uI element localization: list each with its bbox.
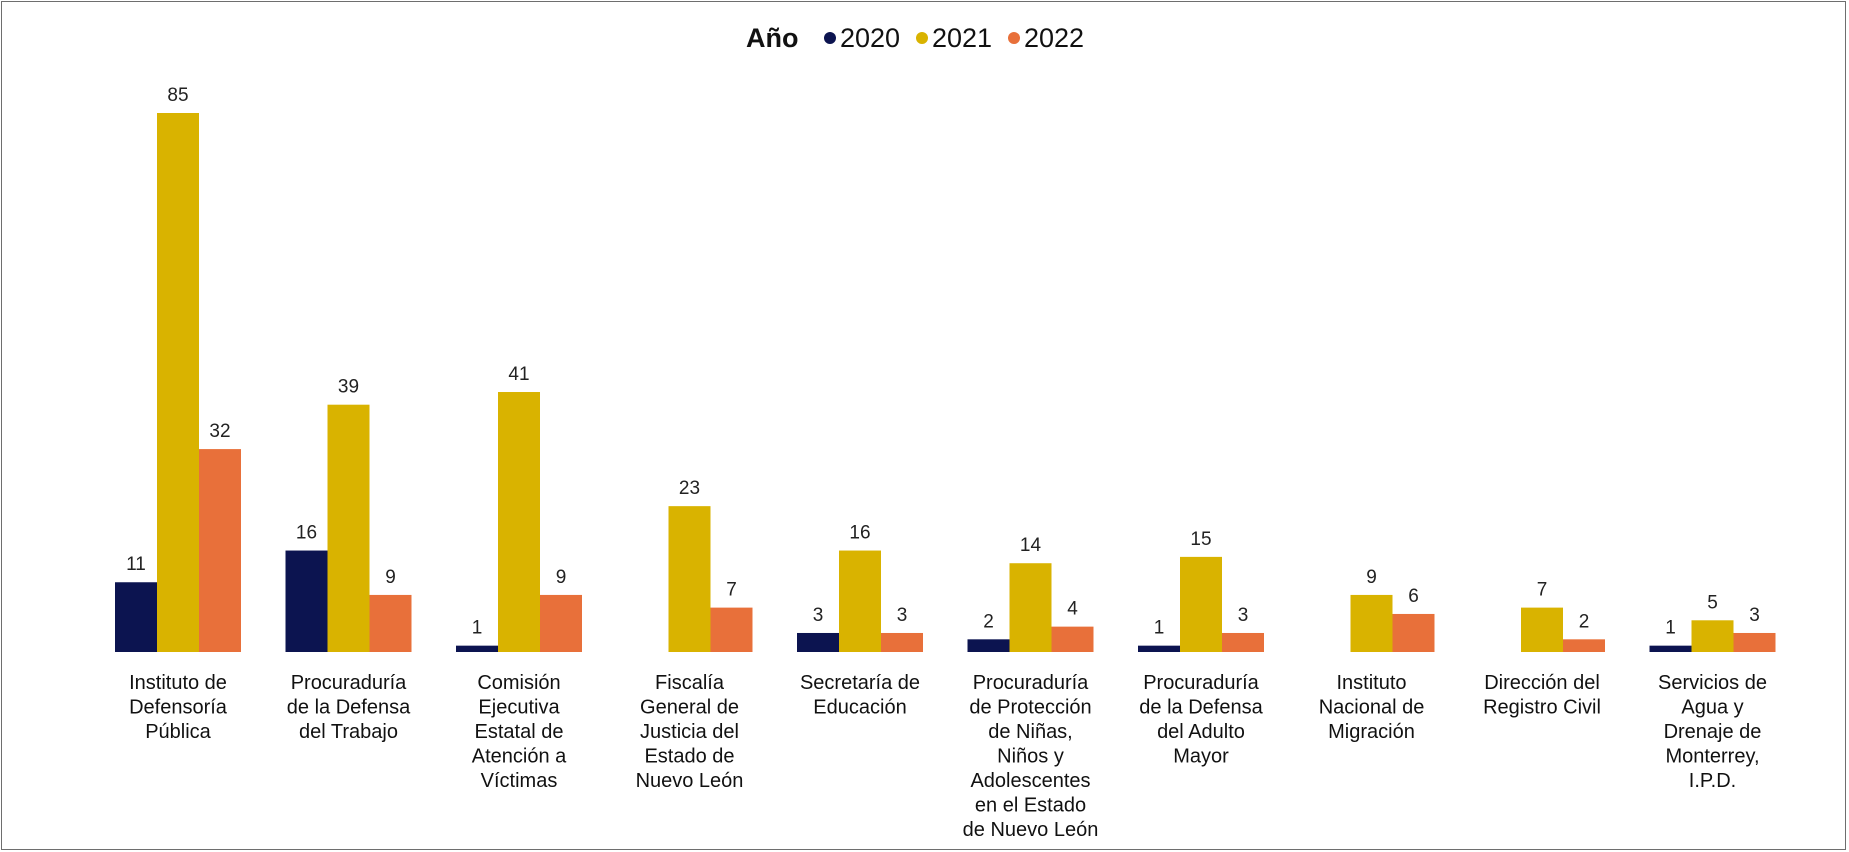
value-label-2020-5: 2 bbox=[983, 611, 994, 632]
legend-marker-2022 bbox=[1008, 32, 1020, 44]
category-labels: Instituto de Defensoría Pública Procuradurí… bbox=[129, 672, 1767, 841]
category-label-6: Procuraduría de la Defensa del Adulto Mayor bbox=[1139, 672, 1263, 768]
bar-2020-9 bbox=[1649, 645, 1692, 652]
value-label-2020-6: 1 bbox=[1154, 618, 1165, 639]
bar-2020-6 bbox=[1138, 645, 1180, 652]
value-label-2020-1: 16 bbox=[296, 523, 317, 544]
value-label-2021-4: 16 bbox=[849, 523, 870, 544]
value-label-2022-6: 3 bbox=[1238, 605, 1249, 626]
legend-title: Año bbox=[746, 23, 798, 53]
bar-2022-6 bbox=[1222, 632, 1264, 652]
value-label-2021-1: 39 bbox=[338, 377, 359, 398]
value-label-2021-6: 15 bbox=[1190, 529, 1211, 550]
bar-2022-0 bbox=[199, 449, 241, 652]
value-label-2021-8: 7 bbox=[1537, 580, 1548, 601]
value-label-2021-0: 85 bbox=[167, 85, 188, 106]
value-label-2022-5: 4 bbox=[1067, 599, 1078, 620]
bar-2022-2 bbox=[540, 594, 582, 652]
category-label-2: Comisión Ejecutiva Estatal de Atención a Víc… bbox=[472, 672, 567, 792]
category-label-7: Instituto Nacional de Migración bbox=[1319, 672, 1425, 743]
category-label-8: Dirección del Registro Civil bbox=[1483, 672, 1601, 719]
value-label-2022-4: 3 bbox=[897, 605, 908, 626]
bar-2020-0 bbox=[115, 582, 157, 652]
legend-label-2021: 2021 bbox=[932, 23, 992, 53]
legend-label-2022: 2022 bbox=[1024, 23, 1084, 53]
value-label-2022-2: 9 bbox=[556, 567, 567, 588]
value-label-2020-2: 1 bbox=[472, 618, 483, 639]
bars bbox=[115, 113, 1776, 652]
bar-2021-0 bbox=[157, 113, 199, 652]
bar-2022-7 bbox=[1392, 613, 1435, 652]
category-label-5: Procuraduría de Protección de Niñas, Niños … bbox=[963, 672, 1099, 841]
bar-2022-5 bbox=[1051, 626, 1094, 652]
category-label-3: Fiscalía General de Justicia del Estado de N… bbox=[636, 672, 744, 792]
bar-2021-3 bbox=[668, 506, 711, 652]
bar-2021-5 bbox=[1009, 563, 1052, 652]
category-label-1: Procuraduría de la Defensa del Trabajo bbox=[287, 672, 411, 743]
category-label-4: Secretaría de Educación bbox=[800, 672, 920, 719]
bar-2020-4 bbox=[797, 632, 839, 652]
value-label-2021-9: 5 bbox=[1707, 592, 1718, 613]
value-label-2022-7: 6 bbox=[1408, 586, 1419, 607]
bar-2022-4 bbox=[881, 632, 923, 652]
bar-2022-9 bbox=[1733, 632, 1776, 652]
value-label-2021-7: 9 bbox=[1366, 567, 1377, 588]
bar-2020-5 bbox=[967, 639, 1010, 652]
value-label-2022-9: 3 bbox=[1749, 605, 1760, 626]
bar-2021-2 bbox=[498, 392, 540, 652]
value-label-2022-8: 2 bbox=[1579, 611, 1590, 632]
category-label-0: Instituto de Defensoría Pública bbox=[129, 672, 228, 743]
value-label-2020-0: 11 bbox=[126, 554, 146, 575]
bar-2021-1 bbox=[327, 404, 370, 652]
legend-marker-2021 bbox=[916, 32, 928, 44]
category-label-9: Servicios de Agua y Drenaje de Monterrey, I.… bbox=[1658, 672, 1767, 792]
bar-2022-8 bbox=[1563, 639, 1605, 652]
bar-2020-1 bbox=[285, 550, 328, 652]
bar-2021-9 bbox=[1691, 620, 1734, 652]
bar-2020-2 bbox=[456, 645, 498, 652]
value-label-2021-2: 41 bbox=[508, 364, 529, 385]
value-label-2022-1: 9 bbox=[385, 567, 396, 588]
bar-2021-4 bbox=[839, 550, 881, 652]
legend-marker-2020 bbox=[824, 32, 836, 44]
value-label-2020-4: 3 bbox=[813, 605, 824, 626]
value-label-2020-9: 1 bbox=[1665, 618, 1676, 639]
value-label-2021-3: 23 bbox=[679, 478, 700, 499]
bar-2021-7 bbox=[1350, 594, 1393, 652]
legend-label-2020: 2020 bbox=[840, 23, 900, 53]
bar-2021-6 bbox=[1180, 556, 1222, 652]
bar-2021-8 bbox=[1521, 607, 1563, 652]
value-label-2022-3: 7 bbox=[726, 580, 737, 601]
value-label-2022-0: 32 bbox=[209, 421, 230, 442]
legend: Año 2020 2021 2022 bbox=[746, 23, 1084, 53]
bar-2022-1 bbox=[369, 594, 412, 652]
bar-2022-3 bbox=[710, 607, 753, 652]
value-label-2021-5: 14 bbox=[1020, 535, 1042, 556]
